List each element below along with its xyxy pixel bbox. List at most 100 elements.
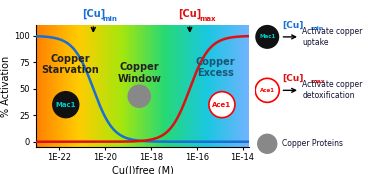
Bar [173,25,174,147]
Bar [96,25,97,147]
Bar [194,25,195,147]
Bar [98,25,99,147]
Bar [83,25,84,147]
Ellipse shape [209,92,235,118]
Bar [82,25,83,147]
Bar [218,25,219,147]
Bar [148,25,149,147]
Bar [45,25,46,147]
Bar [188,25,189,147]
Bar [61,25,62,147]
Bar [109,25,110,147]
Bar [42,25,43,147]
Bar [53,25,54,147]
Bar [216,25,217,147]
Bar [108,25,109,147]
Bar [232,25,233,147]
Bar [57,25,58,147]
Bar [91,25,92,147]
Bar [177,25,178,147]
Bar [70,25,71,147]
Bar [58,25,59,147]
Bar [77,25,78,147]
Bar [36,25,37,147]
Bar [124,25,125,147]
Bar [236,25,237,147]
Bar [144,25,145,147]
Ellipse shape [128,85,150,107]
Y-axis label: % Activation: % Activation [1,56,11,117]
Bar [198,25,199,147]
Bar [73,25,74,147]
Bar [165,25,166,147]
Text: Ace1: Ace1 [212,102,231,108]
Bar [74,25,75,147]
Bar [178,25,179,147]
Text: Mac1: Mac1 [56,102,76,108]
Bar [181,25,182,147]
Bar [101,25,102,147]
Bar [63,25,64,147]
Bar [122,25,123,147]
Bar [147,25,148,147]
Bar [221,25,222,147]
Bar [209,25,210,147]
Bar [226,25,227,147]
Text: Ace1: Ace1 [260,88,275,93]
Bar [118,25,119,147]
Bar [110,25,111,147]
Bar [107,25,108,147]
Bar [166,25,167,147]
Bar [87,25,88,147]
Bar [248,25,249,147]
Bar [231,25,232,147]
Bar [204,25,205,147]
Bar [145,25,146,147]
Bar [193,25,194,147]
Bar [93,25,94,147]
Bar [68,25,69,147]
Bar [104,25,105,147]
Bar [133,25,134,147]
Text: [Cu]: [Cu] [282,20,303,29]
Text: Copper Proteins: Copper Proteins [282,139,343,148]
Bar [213,25,214,147]
Bar [66,25,67,147]
Bar [115,25,116,147]
Bar [79,25,80,147]
Bar [223,25,224,147]
Bar [60,25,61,147]
Bar [139,25,140,147]
Text: Copper
Window: Copper Window [117,62,161,84]
Bar [65,25,66,147]
Bar [62,25,63,147]
Bar [183,25,184,147]
Bar [238,25,239,147]
Bar [134,25,135,147]
Bar [239,25,240,147]
Bar [222,25,223,147]
Bar [117,25,118,147]
Ellipse shape [255,25,279,49]
Bar [50,25,51,147]
Text: min: min [310,26,324,31]
Bar [41,25,42,147]
Bar [212,25,213,147]
Bar [153,25,154,147]
Bar [159,25,160,147]
Bar [113,25,114,147]
Bar [37,25,38,147]
Bar [86,25,87,147]
Bar [168,25,169,147]
Bar [123,25,124,147]
Bar [169,25,170,147]
Bar [47,25,48,147]
Bar [111,25,112,147]
Bar [130,25,131,147]
Bar [54,25,55,147]
Text: max: max [310,80,325,85]
Bar [200,25,201,147]
Bar [176,25,177,147]
Bar [229,25,230,147]
Bar [64,25,65,147]
